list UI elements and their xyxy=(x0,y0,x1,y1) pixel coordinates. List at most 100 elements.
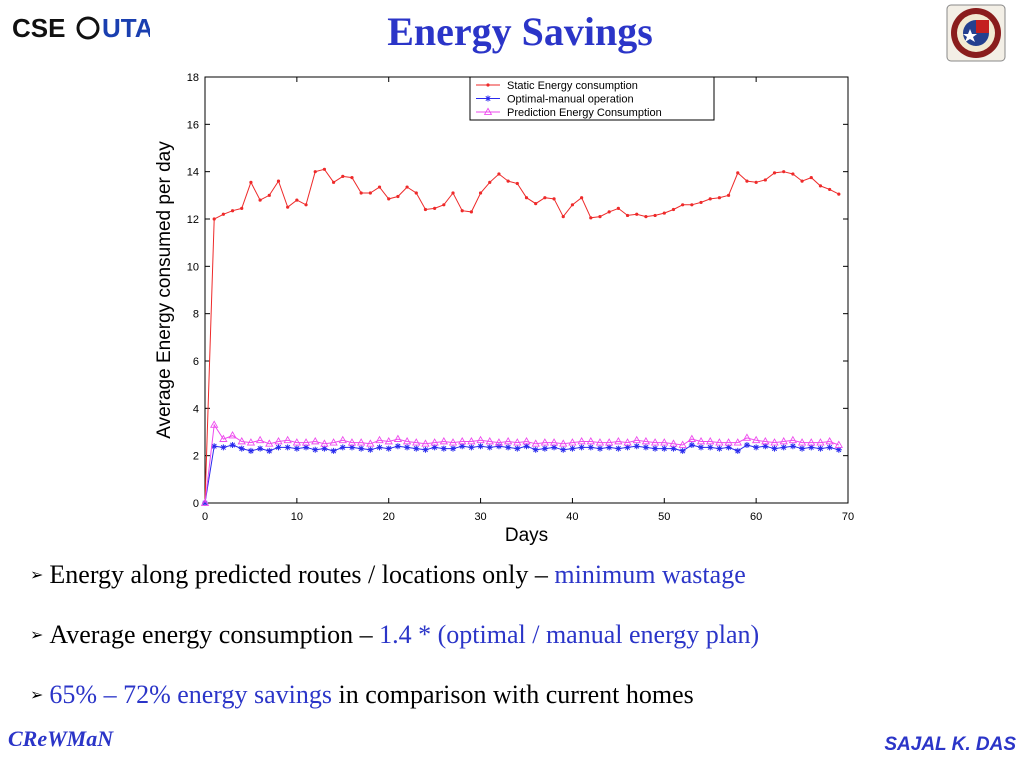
data-point xyxy=(448,438,458,446)
data-point xyxy=(771,445,778,452)
data-point xyxy=(266,447,273,454)
data-point xyxy=(570,203,575,207)
data-point xyxy=(688,442,695,449)
data-point xyxy=(540,438,550,446)
data-point xyxy=(524,196,529,200)
data-point xyxy=(549,438,559,446)
data-point xyxy=(532,446,539,453)
data-point xyxy=(467,436,476,445)
data-point xyxy=(734,447,741,454)
x-axis-label: Days xyxy=(505,525,548,546)
y-tick-label: 18 xyxy=(187,72,199,84)
data-point xyxy=(837,192,841,196)
data-point xyxy=(366,439,375,447)
data-point xyxy=(753,444,760,451)
data-point xyxy=(809,175,813,180)
legend-label: Optimal-manual operation xyxy=(507,94,634,106)
data-point xyxy=(421,439,430,447)
data-point xyxy=(356,438,366,446)
data-point xyxy=(808,444,815,451)
legend-label: Static Energy consumption xyxy=(507,80,638,92)
data-point xyxy=(543,196,547,200)
x-tick-label: 30 xyxy=(474,511,486,523)
bullet-item: ➢ Energy along predicted routes / locatio… xyxy=(30,560,746,590)
data-point xyxy=(433,206,437,210)
data-point xyxy=(283,435,292,444)
data-point xyxy=(678,440,687,448)
data-point xyxy=(772,171,777,175)
data-point xyxy=(826,444,833,451)
data-point xyxy=(641,436,651,445)
data-point xyxy=(311,436,320,445)
data-point xyxy=(782,170,786,174)
data-point xyxy=(329,438,338,446)
data-point xyxy=(247,447,254,454)
arrowhead-bullet-icon: ➢ xyxy=(30,625,44,644)
data-point xyxy=(292,438,302,446)
data-point xyxy=(835,446,842,453)
data-point xyxy=(725,444,732,451)
data-point xyxy=(560,446,567,453)
data-point xyxy=(377,185,382,189)
y-tick-label: 4 xyxy=(193,403,199,415)
x-tick-label: 70 xyxy=(842,511,854,523)
data-point xyxy=(238,445,245,452)
data-point xyxy=(375,435,384,444)
bullet-item: ➢ Average energy consumption – 1.4 * (opt… xyxy=(30,620,759,650)
data-point xyxy=(523,443,530,450)
energy-chart: 0 10 20 30 40 50 60 70 0 2 4 6 8 10 12 14 16 18 Days Averag… xyxy=(140,66,870,546)
data-point xyxy=(368,191,372,195)
data-point xyxy=(707,444,714,451)
data-point xyxy=(440,445,447,452)
data-point xyxy=(515,181,519,186)
data-point xyxy=(736,171,740,175)
data-point xyxy=(495,443,502,450)
data-point xyxy=(596,445,603,452)
data-point xyxy=(561,215,565,219)
bullet-text-2a: Average energy consumption – xyxy=(49,620,380,649)
data-point xyxy=(650,438,660,446)
data-point xyxy=(653,213,657,218)
data-point xyxy=(699,200,703,205)
data-point xyxy=(661,445,668,452)
data-point xyxy=(761,436,770,445)
y-tick-label: 16 xyxy=(187,119,199,131)
data-point xyxy=(825,436,834,445)
data-point xyxy=(816,438,825,446)
data-point xyxy=(450,445,457,452)
data-point xyxy=(726,193,731,197)
data-point xyxy=(589,216,593,220)
data-point xyxy=(669,439,678,447)
data-point xyxy=(486,83,490,87)
footer-author: SAJAL K. DAS xyxy=(884,734,1016,755)
data-point xyxy=(687,434,697,442)
data-point xyxy=(754,180,758,184)
data-point xyxy=(552,197,556,201)
data-point xyxy=(286,205,290,209)
data-point xyxy=(485,436,494,445)
data-point xyxy=(606,444,613,451)
data-point xyxy=(644,215,648,219)
data-point xyxy=(221,212,225,216)
data-point xyxy=(488,180,492,184)
data-point xyxy=(477,443,484,450)
data-point xyxy=(505,444,512,451)
data-point xyxy=(800,179,804,183)
data-point xyxy=(541,445,548,452)
data-point xyxy=(715,438,724,446)
data-point xyxy=(275,444,282,451)
data-point xyxy=(387,197,391,201)
legend-label: Prediction Energy Consumption xyxy=(507,107,662,119)
data-point xyxy=(451,191,455,195)
bullet-text-1b: minimum wastage xyxy=(554,560,746,589)
data-point xyxy=(616,206,620,210)
data-point xyxy=(458,436,467,445)
data-point xyxy=(394,443,401,450)
data-point xyxy=(632,435,641,444)
data-point xyxy=(514,445,521,452)
data-point xyxy=(230,209,235,213)
data-point xyxy=(393,434,403,442)
data-point xyxy=(404,444,411,451)
data-point xyxy=(267,193,271,197)
data-point xyxy=(367,446,374,453)
